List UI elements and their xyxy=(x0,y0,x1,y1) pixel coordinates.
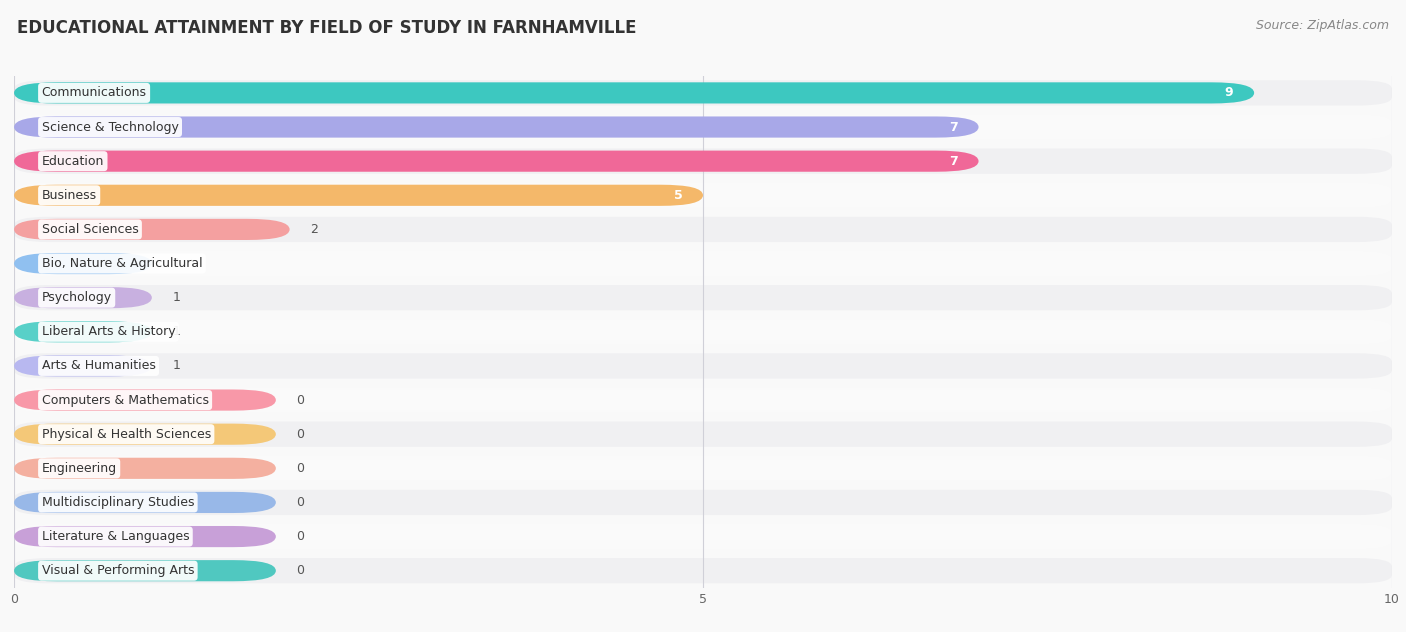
FancyBboxPatch shape xyxy=(14,389,276,411)
FancyBboxPatch shape xyxy=(14,321,152,343)
Text: 0: 0 xyxy=(297,462,305,475)
Text: Literature & Languages: Literature & Languages xyxy=(42,530,190,543)
Text: Source: ZipAtlas.com: Source: ZipAtlas.com xyxy=(1256,19,1389,32)
Text: Arts & Humanities: Arts & Humanities xyxy=(42,360,156,372)
Text: Computers & Mathematics: Computers & Mathematics xyxy=(42,394,208,406)
Text: EDUCATIONAL ATTAINMENT BY FIELD OF STUDY IN FARNHAMVILLE: EDUCATIONAL ATTAINMENT BY FIELD OF STUDY… xyxy=(17,19,637,37)
FancyBboxPatch shape xyxy=(14,253,152,274)
FancyBboxPatch shape xyxy=(14,287,152,308)
FancyBboxPatch shape xyxy=(14,458,276,479)
FancyBboxPatch shape xyxy=(14,353,1392,379)
FancyBboxPatch shape xyxy=(14,422,1392,447)
FancyBboxPatch shape xyxy=(14,319,1392,344)
FancyBboxPatch shape xyxy=(14,423,276,445)
Text: Physical & Health Sciences: Physical & Health Sciences xyxy=(42,428,211,441)
FancyBboxPatch shape xyxy=(14,82,1254,104)
Text: Education: Education xyxy=(42,155,104,167)
Text: 0: 0 xyxy=(297,394,305,406)
FancyBboxPatch shape xyxy=(14,492,276,513)
Text: Multidisciplinary Studies: Multidisciplinary Studies xyxy=(42,496,194,509)
FancyBboxPatch shape xyxy=(14,285,1392,310)
FancyBboxPatch shape xyxy=(14,526,276,547)
FancyBboxPatch shape xyxy=(14,217,1392,242)
Text: 0: 0 xyxy=(297,496,305,509)
Text: Business: Business xyxy=(42,189,97,202)
FancyBboxPatch shape xyxy=(14,490,1392,515)
Text: 5: 5 xyxy=(673,189,682,202)
Text: 9: 9 xyxy=(1225,87,1233,99)
FancyBboxPatch shape xyxy=(14,150,979,172)
Text: 7: 7 xyxy=(949,155,957,167)
FancyBboxPatch shape xyxy=(14,114,1392,140)
Text: 2: 2 xyxy=(311,223,318,236)
Text: 7: 7 xyxy=(949,121,957,133)
Text: 0: 0 xyxy=(297,530,305,543)
FancyBboxPatch shape xyxy=(14,251,1392,276)
Text: Psychology: Psychology xyxy=(42,291,111,304)
Text: Liberal Arts & History: Liberal Arts & History xyxy=(42,325,176,338)
Text: 0: 0 xyxy=(297,564,305,577)
Text: Visual & Performing Arts: Visual & Performing Arts xyxy=(42,564,194,577)
Text: 1: 1 xyxy=(173,291,180,304)
Text: 1: 1 xyxy=(173,360,180,372)
FancyBboxPatch shape xyxy=(14,185,703,206)
Text: 0: 0 xyxy=(297,428,305,441)
FancyBboxPatch shape xyxy=(14,80,1392,106)
FancyBboxPatch shape xyxy=(14,558,1392,583)
FancyBboxPatch shape xyxy=(14,560,276,581)
FancyBboxPatch shape xyxy=(14,116,979,138)
FancyBboxPatch shape xyxy=(14,355,152,377)
Text: Communications: Communications xyxy=(42,87,146,99)
Text: Engineering: Engineering xyxy=(42,462,117,475)
FancyBboxPatch shape xyxy=(14,524,1392,549)
FancyBboxPatch shape xyxy=(14,387,1392,413)
FancyBboxPatch shape xyxy=(14,219,290,240)
Text: Bio, Nature & Agricultural: Bio, Nature & Agricultural xyxy=(42,257,202,270)
FancyBboxPatch shape xyxy=(14,149,1392,174)
Text: 1: 1 xyxy=(173,325,180,338)
Text: Science & Technology: Science & Technology xyxy=(42,121,179,133)
FancyBboxPatch shape xyxy=(14,183,1392,208)
Text: 1: 1 xyxy=(173,257,180,270)
FancyBboxPatch shape xyxy=(14,456,1392,481)
Text: Social Sciences: Social Sciences xyxy=(42,223,138,236)
